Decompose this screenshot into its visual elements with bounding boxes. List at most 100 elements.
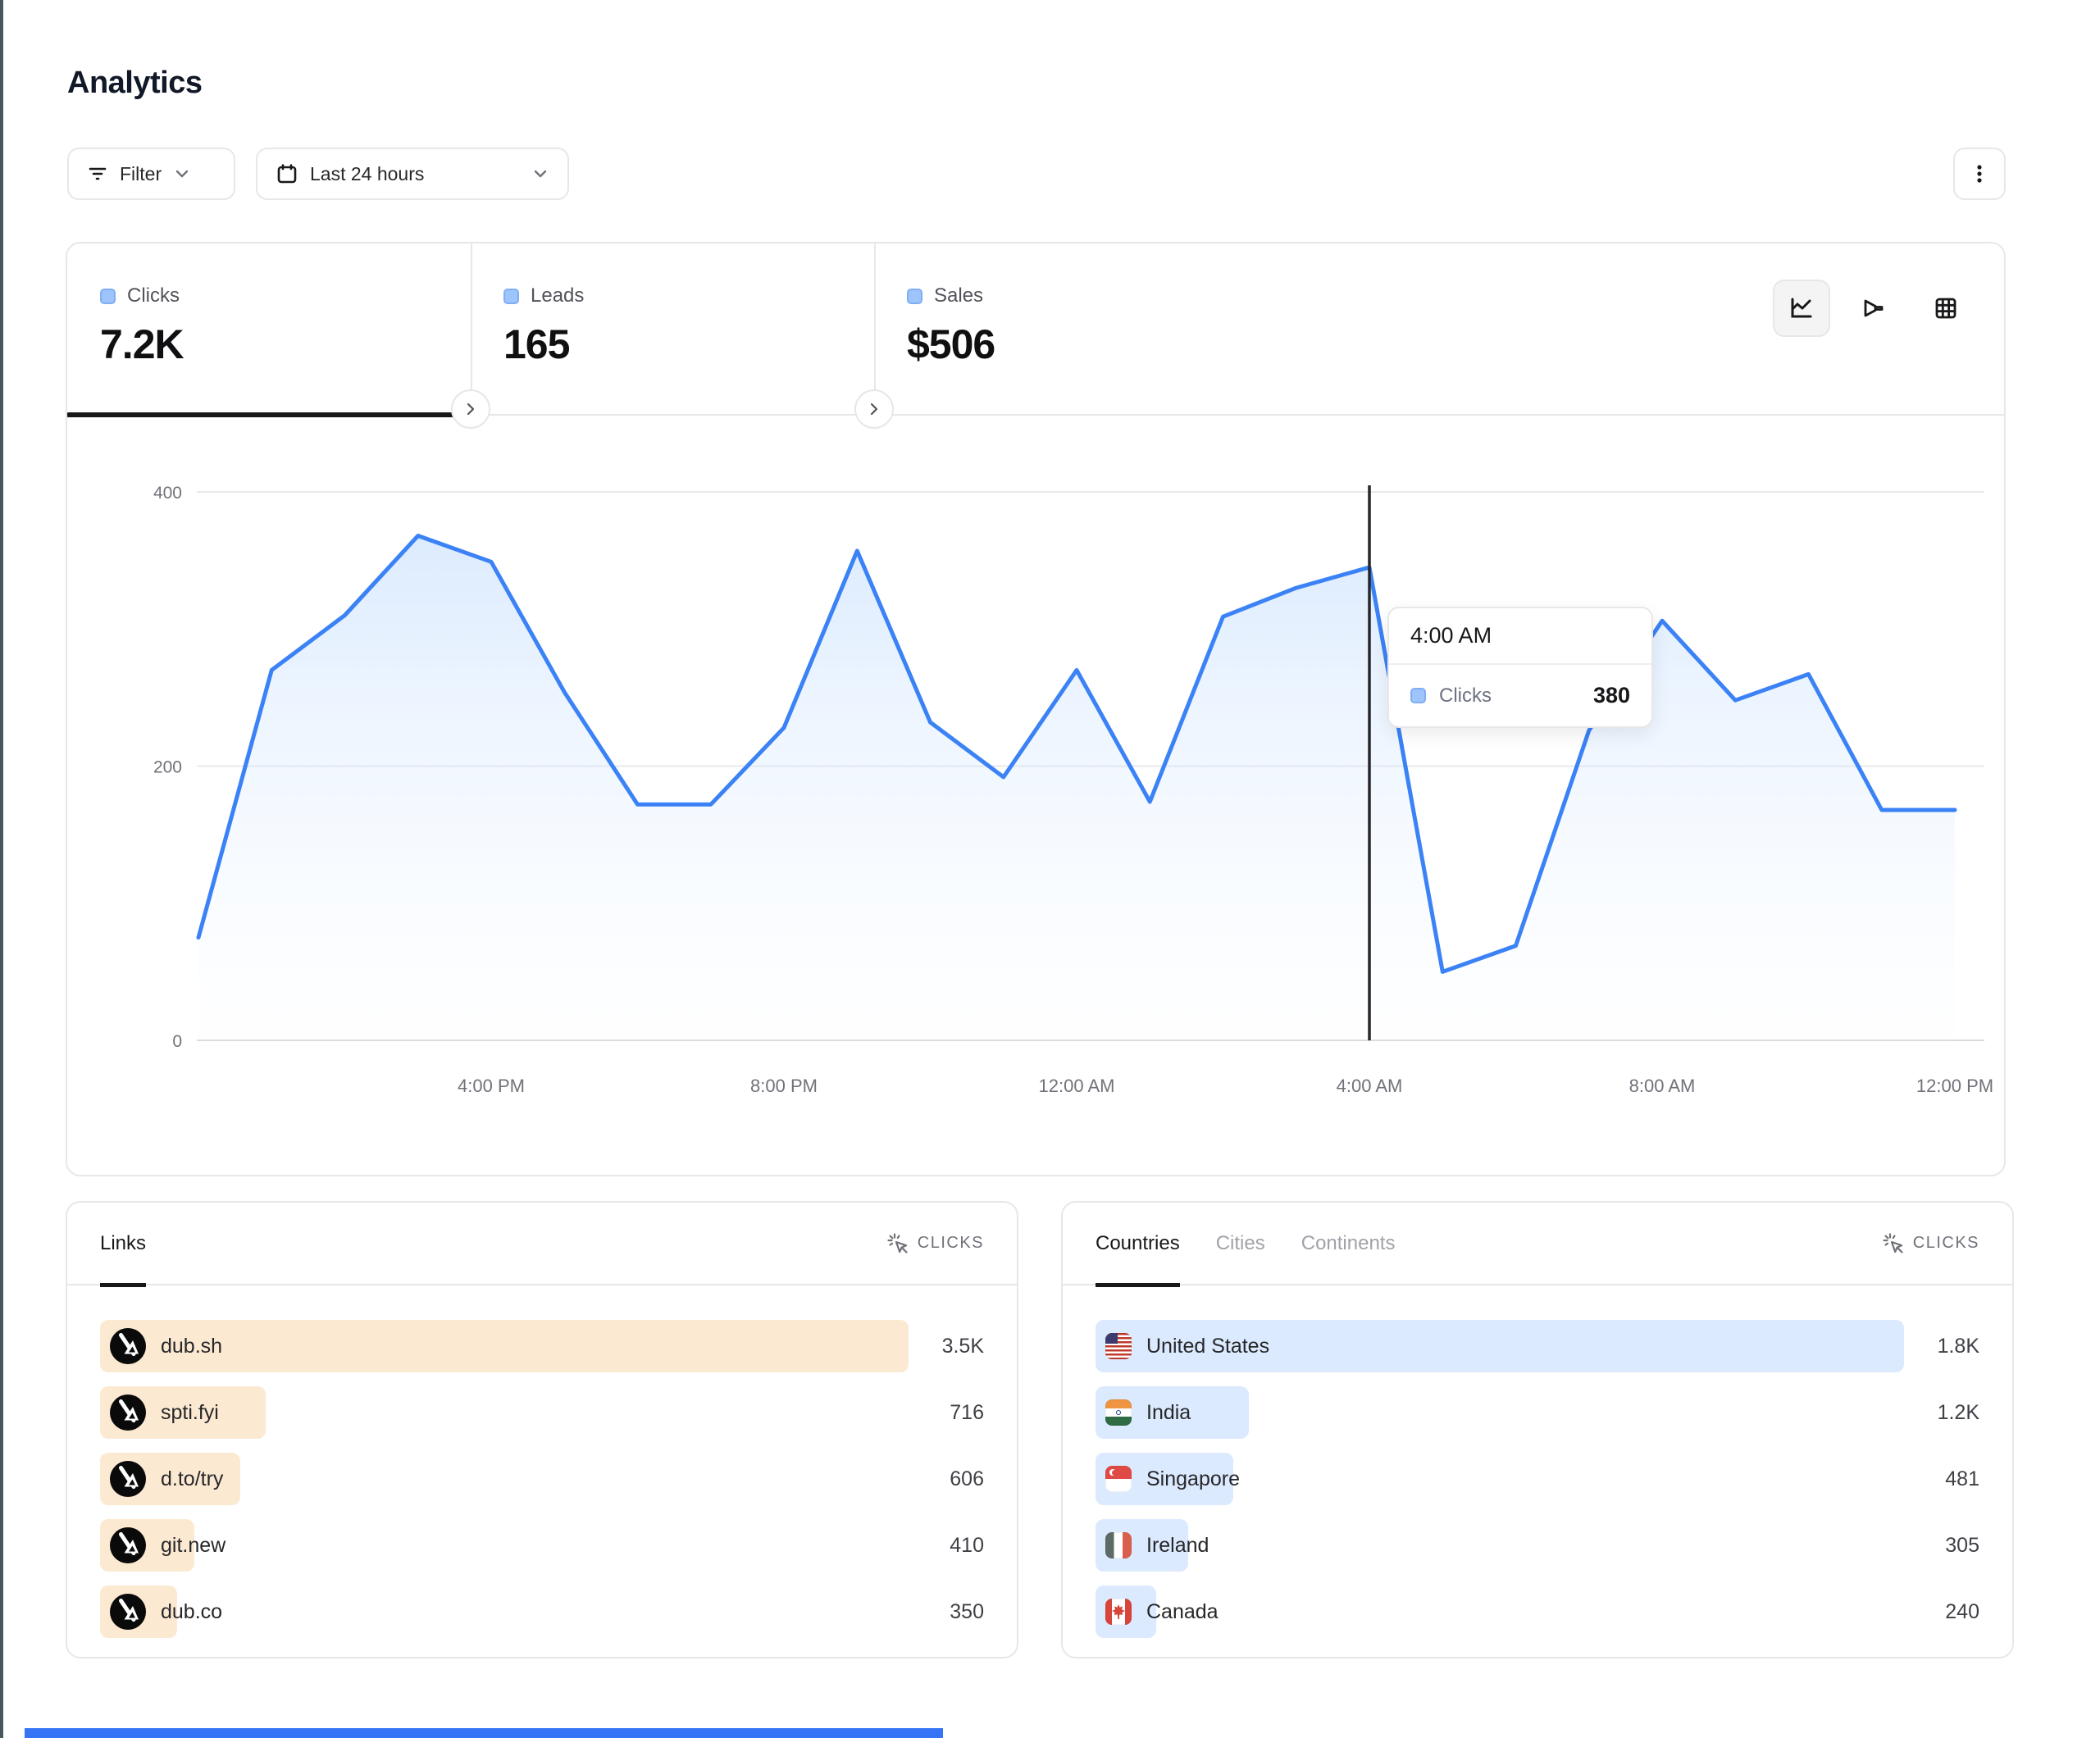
links-panel-header: Links CLICKS [67,1202,1017,1287]
tooltip-series-label: Clicks [1439,684,1492,707]
countries-metric-selector[interactable]: CLICKS [1882,1232,1979,1255]
clicks-legend-swatch [100,288,116,304]
line-chart-view-button[interactable] [1773,280,1830,337]
flag-icon-us [1105,1333,1132,1359]
list-item-dub-co[interactable]: dub.co 350 [100,1586,984,1638]
stat-tab-value: $506 [907,321,995,367]
stat-tabs-row: Clicks 7.2K Leads 165 Sales $506 [67,243,2004,429]
table-grid-icon [1932,294,1960,322]
stat-tab-sales[interactable]: Sales $506 [874,243,1278,416]
filter-button-label: Filter [120,162,162,184]
date-range-label: Last 24 hours [310,162,425,184]
page-title: Analytics [67,66,203,100]
tooltip-legend-swatch [1410,688,1426,703]
cursor-click-icon [1882,1232,1905,1255]
item-value: 716 [950,1400,984,1424]
countries-panel: Countries Cities Continents CLICKS Unite… [1061,1201,2014,1658]
expand-leads-chevron-button[interactable] [451,389,490,429]
more-options-button[interactable] [1953,148,2006,200]
table-view-button[interactable] [1917,280,1975,337]
expand-sales-chevron-button[interactable] [854,389,894,429]
item-value: 1.2K [1937,1400,1979,1424]
item-label: dub.co [161,1599,223,1623]
list-item-united-states[interactable]: United States 1.8K [1096,1320,1979,1372]
countries-list: United States 1.8K India 1.2K Singapore 481 Ir… [1063,1285,2012,1638]
list-item-d-to-try[interactable]: d.to/try 606 [100,1453,984,1505]
dub-logo [110,1461,146,1497]
links-panel: Links CLICKS dub.sh 3.5K spti.fyi 716 d.to/t… [66,1201,1018,1658]
item-value: 606 [950,1467,984,1490]
window-bottom-edge-accent [25,1728,943,1738]
item-label: spti.fyi [161,1400,219,1424]
flag-icon-sg [1105,1466,1132,1492]
calendar-icon [276,162,298,185]
list-item-dub-sh[interactable]: dub.sh 3.5K [100,1320,984,1372]
countries-metric-label: CLICKS [1912,1234,1979,1252]
item-label: git.new [161,1533,226,1557]
cursor-click-icon [886,1232,909,1255]
list-item-git-new[interactable]: git.new 410 [100,1519,984,1572]
tooltip-time: 4:00 AM [1389,608,1651,665]
flag-icon-ca [1105,1599,1132,1625]
funnel-view-button[interactable] [1845,280,1902,337]
kebab-menu-icon [1969,163,1990,184]
stat-tab-leads[interactable]: Leads 165 [471,243,874,416]
dub-logo [110,1527,146,1563]
value-bar [100,1320,909,1372]
list-item-singapore[interactable]: Singapore 481 [1096,1453,1979,1505]
tab-continents[interactable]: Continents [1301,1231,1396,1254]
item-label: dub.sh [161,1334,223,1358]
item-label: d.to/try [161,1467,224,1490]
flag-icon-in [1105,1399,1132,1426]
stat-tab-divider [874,243,876,416]
item-value: 1.8K [1937,1334,1979,1358]
chart-view-toggle [1773,280,1975,337]
dub-logo [110,1328,146,1364]
funnel-icon [1860,294,1888,322]
sales-legend-swatch [907,288,922,304]
stat-tab-value: 165 [503,321,570,367]
tab-links[interactable]: Links [100,1202,147,1287]
item-value: 3.5K [941,1334,984,1358]
item-label: Canada [1146,1599,1219,1623]
stat-tab-label: Sales [934,284,984,307]
line-chart-icon [1788,294,1815,322]
dub-logo [110,1394,146,1431]
tab-cities[interactable]: Cities [1215,1231,1265,1254]
filter-button[interactable]: Filter [67,148,235,200]
list-item-canada[interactable]: Canada 240 [1096,1586,1979,1638]
links-list: dub.sh 3.5K spti.fyi 716 d.to/try 606 git.new 4… [67,1285,1017,1638]
flag-icon-ie [1105,1532,1132,1558]
item-value: 350 [950,1599,984,1623]
date-range-button[interactable]: Last 24 hours [256,148,569,200]
links-metric-label: CLICKS [917,1234,984,1252]
item-value: 305 [1945,1533,1979,1557]
chevron-down-icon [173,165,191,183]
item-label: Ireland [1146,1533,1209,1557]
chevron-down-icon [531,165,549,183]
tooltip-series-value: 380 [1592,683,1630,707]
list-item-spti-fyi[interactable]: spti.fyi 716 [100,1386,984,1439]
item-label: Singapore [1146,1467,1240,1490]
item-label: United States [1146,1334,1270,1358]
filter-lines-icon [87,163,108,184]
leads-legend-swatch [503,288,519,304]
stat-tab-label: Leads [531,284,585,307]
stat-tab-divider [471,243,472,416]
countries-panel-header: Countries Cities Continents CLICKS [1063,1202,2012,1287]
value-bar [1096,1320,1904,1372]
stat-tab-label: Clicks [127,284,180,307]
item-value: 410 [950,1533,984,1557]
chart-tooltip: 4:00 AM Clicks 380 [1387,607,1653,728]
item-value: 240 [1945,1599,1979,1623]
list-item-india[interactable]: India 1.2K [1096,1386,1979,1439]
stat-tab-clicks[interactable]: Clicks 7.2K [67,243,471,417]
window-left-edge-accent [0,0,3,1738]
dub-logo [110,1594,146,1630]
list-item-ireland[interactable]: Ireland 305 [1096,1519,1979,1572]
links-metric-selector[interactable]: CLICKS [886,1232,984,1255]
tab-countries[interactable]: Countries [1096,1202,1180,1287]
chart-hover-region[interactable] [197,475,1984,1049]
item-value: 481 [1945,1467,1979,1490]
